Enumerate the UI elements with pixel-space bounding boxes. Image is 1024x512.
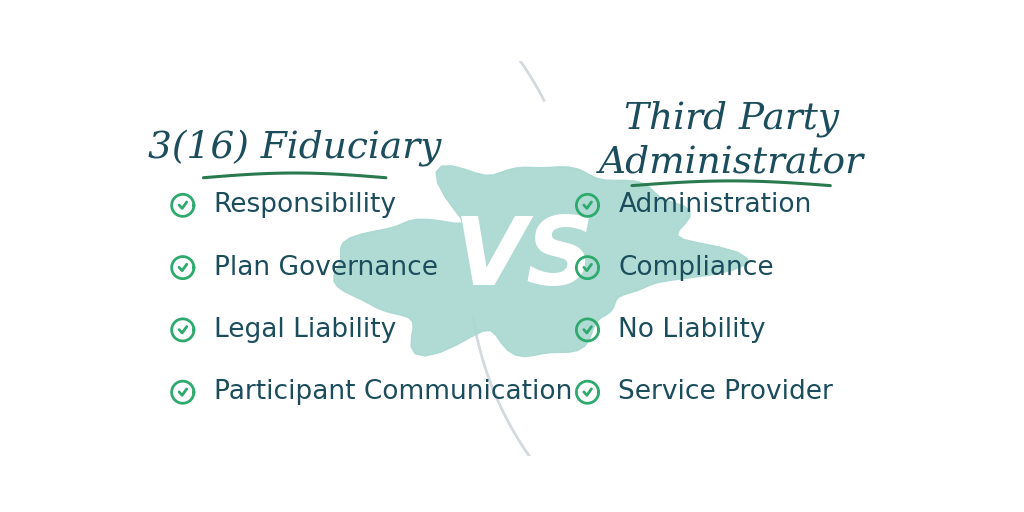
Text: Legal Liability: Legal Liability: [214, 317, 396, 343]
Text: 3(16) Fiduciary: 3(16) Fiduciary: [148, 130, 441, 167]
Text: No Liability: No Liability: [618, 317, 766, 343]
Text: Service Provider: Service Provider: [618, 379, 834, 405]
Text: Participant Communication: Participant Communication: [214, 379, 572, 405]
Text: Plan Governance: Plan Governance: [214, 254, 437, 281]
Text: Compliance: Compliance: [618, 254, 774, 281]
Text: Administration: Administration: [618, 193, 812, 218]
Text: VS: VS: [455, 212, 595, 305]
Text: Responsibility: Responsibility: [214, 193, 396, 218]
Polygon shape: [334, 166, 748, 356]
Text: Third Party
Administrator: Third Party Administrator: [599, 100, 863, 180]
